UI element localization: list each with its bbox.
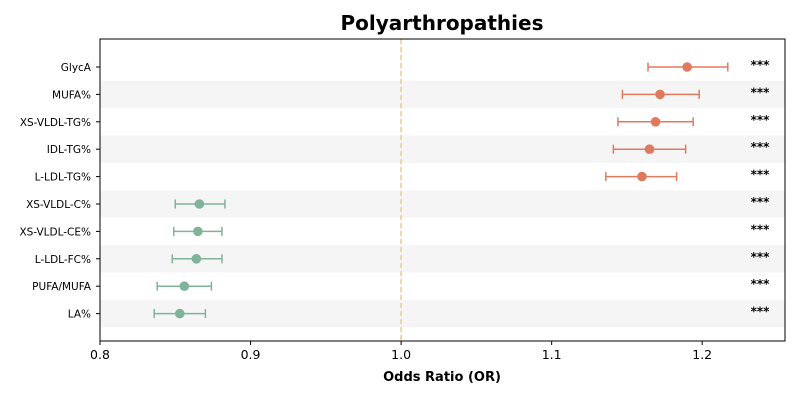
- or-point: [174, 308, 185, 319]
- x-tick-label: 1.0: [391, 347, 411, 362]
- significance-label: ***: [751, 58, 771, 72]
- y-axis-ticks: GlycA MUFA% XS-VLDL-TG% IDL-TG% L-LDL-TG% XS-…: [19, 62, 100, 321]
- row-mufa-: ***: [621, 85, 771, 100]
- or-point: [682, 62, 692, 72]
- y-tick-label: L-LDL-FC%: [35, 254, 91, 266]
- chart-title: Polyarthropathies: [341, 11, 544, 35]
- significance-label: ***: [751, 140, 771, 154]
- significance-label: ***: [751, 305, 771, 319]
- row-xs-vldl-ce-: ***: [173, 222, 771, 237]
- y-tick-label: XS-VLDL-C%: [26, 199, 91, 211]
- y-tick-label: MUFA%: [52, 89, 91, 101]
- significance-label: ***: [751, 168, 771, 182]
- y-tick-label: XS-VLDL-TG%: [20, 117, 91, 129]
- significance-label: ***: [751, 85, 771, 99]
- row-l-ldl-tg-: ***: [605, 168, 771, 182]
- or-point: [191, 253, 202, 264]
- significance-label: ***: [751, 222, 771, 236]
- row-xs-vldl-c-: ***: [174, 195, 771, 209]
- plot-frame: [99, 38, 786, 342]
- y-tick-label: IDL-TG%: [47, 144, 91, 156]
- row-glyca: ***: [647, 58, 771, 72]
- significance-label: ***: [751, 113, 771, 127]
- or-point: [194, 199, 205, 209]
- or-point: [179, 281, 190, 292]
- significance-label: ***: [751, 277, 771, 291]
- x-axis-label: Odds Ratio (OR): [383, 370, 501, 385]
- row-l-ldl-fc-: ***: [171, 250, 771, 264]
- x-tick-label: 0.9: [241, 347, 261, 362]
- row-pufa-mufa: ***: [156, 277, 771, 292]
- row-idl-tg-: ***: [612, 140, 771, 154]
- row-la-: ***: [153, 305, 771, 319]
- y-tick-label: L-LDL-TG%: [35, 172, 91, 184]
- x-tick-label: 1.1: [542, 347, 562, 362]
- y-tick-label: PUFA/MUFA: [32, 281, 92, 293]
- or-point: [655, 89, 665, 100]
- or-point: [650, 117, 661, 127]
- y-tick-label: LA%: [68, 309, 91, 321]
- significance-label: ***: [751, 250, 771, 264]
- significance-label: ***: [751, 195, 771, 209]
- or-point: [193, 226, 203, 237]
- row-xs-vldl-tg-: ***: [617, 113, 771, 127]
- y-tick-label: XS-VLDL-CE%: [19, 226, 91, 238]
- row-band: [100, 299, 785, 328]
- x-axis-ticks: 0.8 0.9 1.0 1.1 1.2: [90, 341, 712, 362]
- data-marks: *** *** *** *** *** *** *** *** *** ***: [153, 58, 771, 319]
- or-point: [644, 144, 655, 154]
- y-tick-label: GlycA: [61, 62, 92, 74]
- x-tick-label: 0.8: [90, 347, 110, 362]
- or-point: [637, 171, 647, 182]
- x-tick-label: 1.2: [692, 347, 712, 362]
